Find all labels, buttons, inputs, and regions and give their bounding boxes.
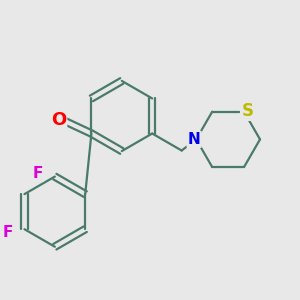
Text: S: S <box>241 102 253 120</box>
Text: F: F <box>2 225 13 240</box>
Text: O: O <box>51 111 66 129</box>
Text: N: N <box>188 132 200 147</box>
Text: F: F <box>33 166 43 181</box>
